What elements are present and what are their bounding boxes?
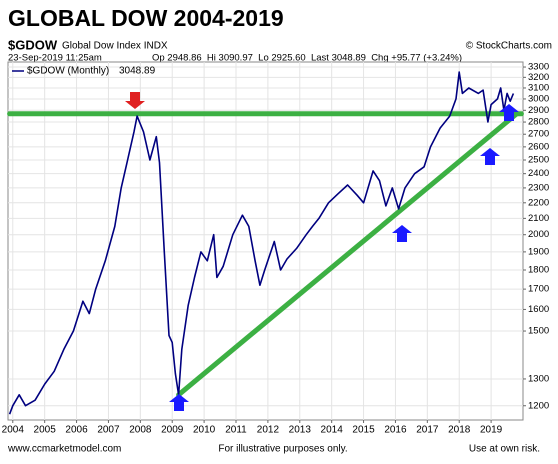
x-tick-label: 2019 [480, 425, 503, 436]
chart-title: GLOBAL DOW 2004-2019 [8, 5, 284, 31]
y-tick-label: 2500 [528, 155, 549, 166]
legend-value: 3048.89 [119, 66, 156, 77]
y-tick-label: 1700 [528, 284, 549, 295]
symbol: $GDOW [8, 37, 58, 52]
y-tick-label: 2200 [528, 197, 549, 208]
footer-right: Use at own risk. [469, 444, 540, 455]
blue-arrow [169, 394, 189, 411]
timestamp: 23-Sep-2019 11:25am [8, 53, 102, 64]
x-tick-label: 2018 [448, 425, 471, 436]
y-tick-label: 3000 [528, 93, 549, 104]
x-tick-label: 2007 [97, 425, 120, 436]
y-tick-label: 2100 [528, 213, 549, 224]
x-tick-label: 2005 [34, 425, 57, 436]
blue-arrow [499, 104, 519, 121]
blue-arrow [392, 225, 412, 242]
plot-frame [7, 61, 524, 421]
y-tick-label: 1200 [528, 400, 549, 411]
y-tick-label: 2300 [528, 182, 549, 193]
x-tick-label: 2009 [161, 425, 184, 436]
symbol-description: Global Dow Index INDX [62, 41, 168, 52]
y-tick-label: 3300 [528, 62, 549, 73]
y-tick-label: 2400 [528, 168, 549, 179]
x-tick-label: 2008 [129, 425, 152, 436]
x-tick-label: 2011 [225, 425, 247, 436]
source: © StockCharts.com [466, 41, 552, 52]
red-arrow [125, 92, 145, 109]
x-tick-label: 2006 [65, 425, 88, 436]
y-tick-label: 1300 [528, 373, 549, 384]
y-tick-label: 2600 [528, 141, 549, 152]
y-tick-label: 1800 [528, 265, 549, 276]
x-tick-label: 2015 [352, 425, 375, 436]
footer-left: www.ccmarketmodel.com [7, 444, 121, 455]
y-tick-label: 1600 [528, 304, 549, 315]
y-tick-label: 2000 [528, 229, 549, 240]
series-line [8, 71, 515, 415]
x-tick-label: 2013 [289, 425, 312, 436]
y-tick-label: 2700 [528, 129, 549, 140]
x-tick-label: 2010 [193, 425, 216, 436]
x-tick-label: 2004 [2, 425, 25, 436]
x-tick-label: 2017 [416, 425, 439, 436]
y-tick-label: 2800 [528, 117, 549, 128]
x-tick-label: 2014 [321, 425, 344, 436]
footer-center: For illustrative purposes only. [218, 444, 347, 455]
y-tick-label: 3200 [528, 72, 549, 83]
trend-line [176, 111, 520, 398]
y-tick-label: 2900 [528, 105, 549, 116]
quote: Op 2948.86 Hi 3090.97 Lo 2925.60 Last 30… [152, 53, 462, 64]
x-tick-label: 2012 [257, 425, 280, 436]
y-tick-label: 1500 [528, 326, 549, 337]
legend-label: $GDOW (Monthly) [27, 66, 109, 77]
blue-arrow [480, 148, 500, 165]
x-tick-label: 2016 [384, 425, 407, 436]
y-tick-label: 3100 [528, 82, 549, 93]
y-tick-label: 1900 [528, 246, 549, 257]
